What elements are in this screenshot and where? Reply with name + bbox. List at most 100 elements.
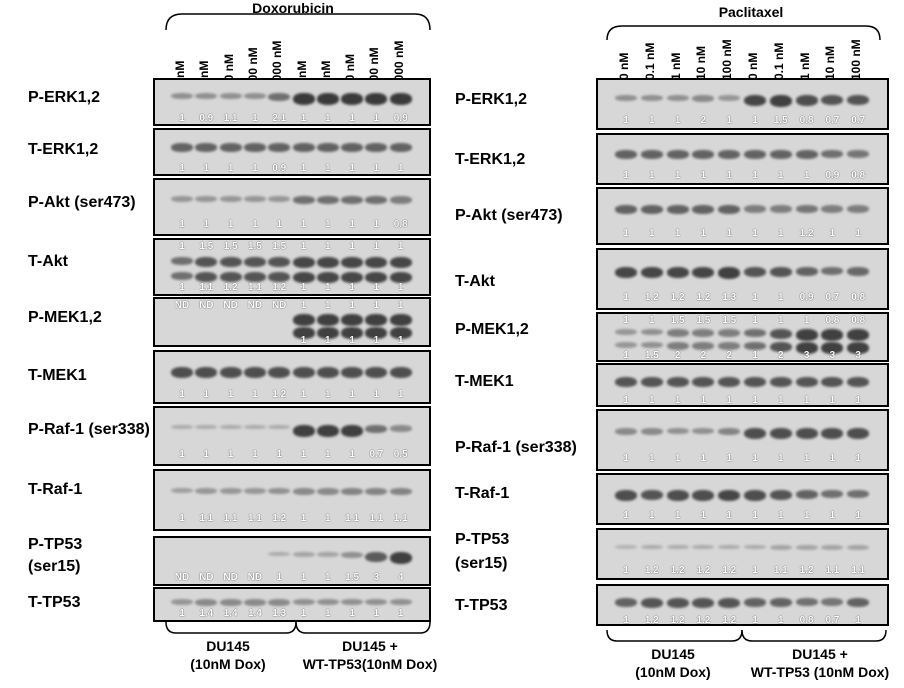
right-band [692, 377, 715, 387]
right-quant-value: 1 [649, 228, 655, 239]
left-quant-value: 1 [397, 335, 404, 346]
left-band [292, 314, 315, 326]
left-band [316, 314, 339, 326]
right-band [847, 598, 870, 607]
left-band [316, 93, 339, 105]
right-band [615, 95, 637, 101]
left-band [243, 425, 266, 429]
right-quant-value: 1 [778, 170, 784, 181]
right-band [615, 150, 637, 159]
left-band [365, 552, 388, 562]
right-band [692, 150, 715, 159]
right-quant-value: 1 [649, 510, 655, 521]
right-quant-value: 1.5 [722, 315, 737, 326]
left-quant-value: 1 [373, 113, 380, 124]
right-quant-value: 2 [674, 350, 681, 361]
left-quant-value: 1.1 [247, 513, 262, 524]
left-band [365, 257, 388, 268]
right-band [744, 329, 766, 337]
right-band [692, 205, 715, 214]
left-band [268, 143, 291, 152]
right-band [744, 342, 766, 350]
right-quant-value: 1 [778, 292, 784, 303]
left-band [219, 196, 242, 202]
right-band [666, 428, 689, 434]
left-band [243, 367, 266, 378]
right-band [795, 267, 818, 276]
right-quant-value: 0.8 [851, 170, 866, 181]
right-quant-value: 1 [803, 453, 810, 464]
left-band [341, 143, 364, 152]
right-band [744, 428, 766, 439]
right-quant-value: 1 [623, 115, 629, 126]
left-band [341, 196, 364, 204]
right-band [692, 490, 715, 501]
right-row-label: T-TP53 [455, 597, 508, 614]
left-band [195, 367, 218, 378]
right-quant-value: 1 [752, 565, 758, 576]
left-blot-film: 1 1 1 1 0.9 1 1 1 1 1 [153, 128, 431, 176]
left-row-label: T-Raf-1 [28, 481, 83, 498]
left-band [219, 367, 242, 378]
right-quant-value: 1 [700, 170, 707, 181]
right-quant-value: 1.2 [696, 292, 711, 303]
left-row-label: P-Raf-1 (ser338) [28, 421, 150, 438]
right-band [718, 205, 741, 214]
left-quant-value: 1 [349, 113, 355, 124]
right-quant-value: 1 [752, 228, 758, 239]
right-quant-value: 1.1 [851, 565, 866, 576]
right-band [847, 95, 870, 105]
right-quant-value: 1 [778, 510, 784, 521]
right-band [769, 377, 792, 387]
left-quant-value: 1 [373, 335, 380, 346]
right-group2-sub: WT-TP53 (10nM Dox) [750, 664, 890, 680]
right-quant-value: 1 [623, 565, 629, 576]
right-quant-value: 1 [778, 395, 784, 406]
right-quant-value: 1 [726, 510, 732, 521]
right-quant-value: 1 [752, 453, 758, 464]
right-quant-value: 1.2 [722, 615, 737, 626]
left-quant-value: ND [223, 300, 238, 311]
left-band [243, 196, 266, 202]
left-band [316, 488, 339, 495]
left-row-label: T-MEK1 [28, 367, 87, 384]
left-row-label: T-ERK1,2 [28, 141, 99, 158]
right-band [640, 329, 663, 335]
right-group1-label: DU145 (10nM Dox) [618, 645, 728, 681]
right-blot-film: 1 1.2 1.2 1.2 1.2 1 1 0.8 0.7 1 [596, 584, 889, 626]
left-group1-label: DU145 (10nM Dox) [178, 637, 278, 673]
left-band [219, 93, 242, 99]
left-band [316, 257, 339, 268]
right-band [718, 95, 741, 101]
left-quant-value: 1.4 [199, 608, 214, 619]
right-band [718, 150, 741, 159]
right-quant-value: 1.3 [722, 292, 737, 303]
left-blot-film: 1 1.5 1.5 1.5 1.5 1 1 1 1 1 1 1.1 1.2 1.1 1.2 1 1 1 1 1 [153, 238, 431, 296]
left-quant-value: 1 [179, 282, 185, 293]
left-band [389, 488, 412, 495]
right-quant-value: 1 [623, 615, 629, 626]
right-band [615, 598, 637, 607]
left-quant-value: 1 [300, 572, 307, 583]
right-band [821, 545, 844, 550]
right-band [640, 490, 663, 500]
right-band [795, 377, 818, 387]
left-band [292, 327, 315, 339]
left-quant-value: 1.5 [272, 241, 287, 252]
right-quant-value: 1 [752, 395, 758, 406]
right-quant-value: 1 [700, 228, 707, 239]
left-blot-film: 1 1.1 1.1 1.1 1.2 1 1 1.1 1.1 1.1 [153, 469, 431, 531]
right-quant-value: 1 [726, 115, 732, 126]
right-band [666, 377, 689, 387]
right-band [640, 150, 663, 159]
right-row-label: T-Raf-1 [455, 485, 510, 502]
left-band [171, 488, 193, 493]
right-group1-name: DU145 [651, 646, 695, 662]
right-quant-value: 1 [700, 510, 707, 521]
left-band [219, 272, 242, 282]
right-quant-value: 1.2 [670, 292, 685, 303]
right-band [692, 428, 715, 434]
left-band [316, 425, 339, 437]
left-quant-value: 2.1 [272, 113, 287, 124]
right-quant-value: 1.5 [644, 350, 659, 361]
